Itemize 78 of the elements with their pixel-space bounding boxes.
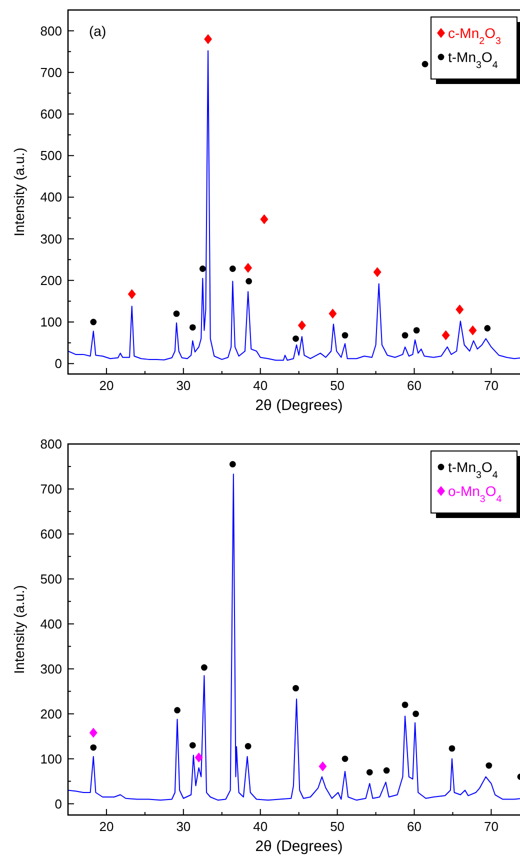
point [204,34,212,44]
x-axis-title: 2θ (Degrees) [255,838,343,855]
y-tick-label: 300 [40,231,62,246]
point [402,702,408,708]
point [412,710,420,718]
point [448,745,456,752]
y-tick-label: 800 [40,436,62,452]
x-tick-label: 40 [253,819,268,834]
y-tick-label: 0 [54,356,62,372]
y-tick-label: 400 [40,616,62,632]
y-tick-label: 100 [40,751,62,766]
point [292,335,299,342]
point [199,266,206,272]
point [229,461,236,468]
y-tick-label: 300 [40,661,62,676]
x-tick-label: 30 [176,819,191,834]
x-tick-label: 20 [99,819,114,834]
point [342,756,348,762]
x-tick-label: 50 [330,378,345,393]
y-tick-label: 400 [40,190,62,205]
point [383,767,390,774]
x-tick-label: 70 [484,378,498,393]
point [246,278,252,284]
point [244,742,252,750]
y-tick-label: 700 [40,64,62,80]
point [318,761,327,772]
y-tick-label: 700 [40,481,62,496]
x-tick-label: 60 [407,819,422,834]
y-tick-label: 0 [54,796,62,812]
y-tick-label: 500 [40,148,62,164]
point [90,318,97,326]
y-tick-label: 600 [40,526,62,542]
x-tick-label: 30 [176,378,191,393]
point [189,742,196,748]
point [456,304,464,315]
point [174,707,180,714]
point [373,267,382,278]
point [292,684,299,692]
x-tick-label: 40 [253,378,268,393]
point [89,728,98,738]
point [298,320,306,330]
legend-label: o-Mn$_{3}$O$_{4}$ [448,483,502,504]
point [244,262,252,273]
annotation: (a) [89,23,106,39]
point [366,769,373,776]
point [229,266,236,272]
point [413,327,420,334]
point [260,214,268,224]
y-axis-title: Intensity (a.u.) [11,585,27,674]
y-axis-title: Intensity (a.u.) [11,148,27,236]
x-tick-label: 50 [330,819,345,834]
legend-label: c-Mn$_{2}$O$_{3}$ [448,25,502,46]
point [173,310,180,317]
y-tick-label: 200 [40,706,62,722]
point [422,60,428,68]
y-tick-label: 100 [40,314,62,330]
point [442,330,450,340]
y-tick-label: 200 [40,272,62,288]
point [468,325,477,336]
point [201,664,208,671]
point [402,332,408,339]
point [189,324,196,331]
point [128,289,136,300]
point [328,308,337,319]
x-tick-label: 60 [407,378,422,393]
x-tick-label: 70 [484,819,498,834]
point [342,332,348,339]
legend-label: t-Mn$_{3}$O$_{4}$ [448,49,498,70]
y-tick-label: 800 [40,23,62,38]
y-tick-label: 500 [40,571,62,586]
legend-label: t-Mn$_{3}$O$_{4}$ [448,459,498,480]
point [486,762,492,769]
y-tick-label: 600 [40,106,62,122]
point [90,744,97,751]
x-axis-title: 2θ (Degrees) [255,397,343,414]
point [484,325,491,332]
x-tick-label: 20 [99,378,114,393]
point [194,752,203,762]
